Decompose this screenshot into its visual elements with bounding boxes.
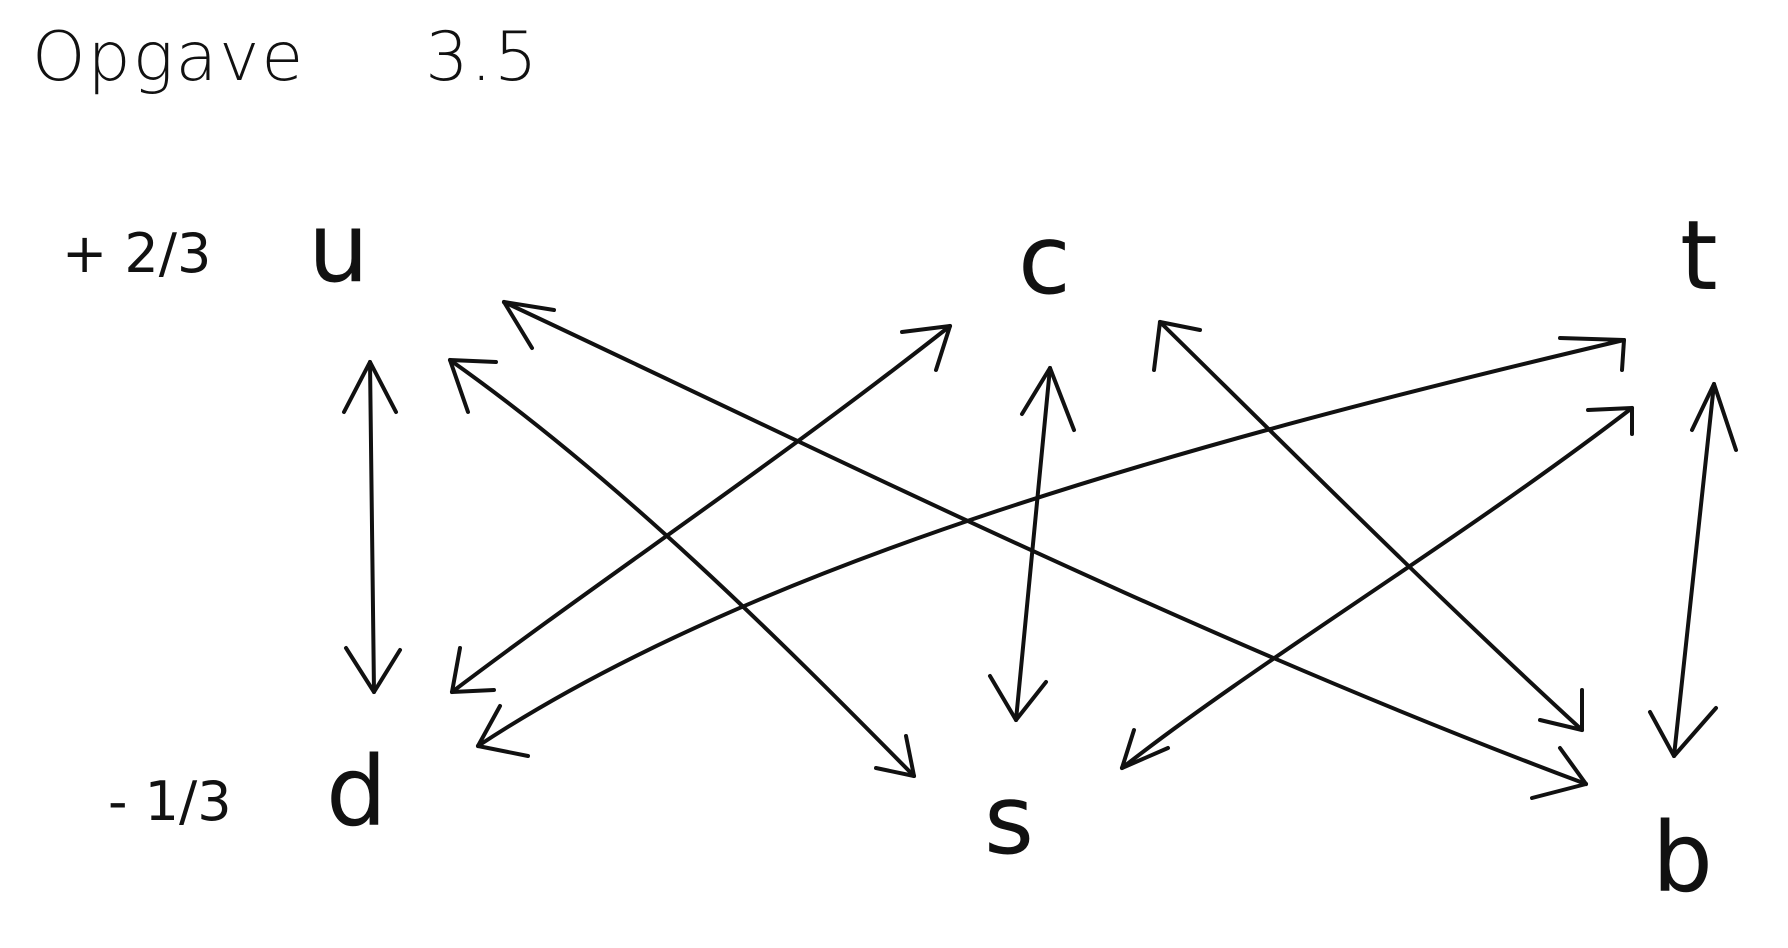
quark-t: t: [1680, 200, 1718, 312]
arrow-c-s: [988, 366, 1076, 722]
quark-b: b: [1652, 802, 1713, 914]
arrow-c-b: [1152, 320, 1584, 732]
arrow-c-d: [450, 324, 952, 694]
arrow-t-s: [1120, 406, 1634, 770]
exercise-heading: Opgave 3.5: [32, 18, 539, 97]
quark-c: c: [1018, 204, 1071, 316]
arrow-t-d: [476, 336, 1626, 758]
arrow-u-b: [502, 300, 1588, 800]
exercise-number: 3.5: [425, 18, 540, 97]
arrow-t-b: [1648, 382, 1738, 758]
charge-top: + 2/3: [62, 222, 212, 285]
arrow-u-d: [342, 360, 402, 694]
arrow-u-s: [448, 358, 916, 778]
quark-u: u: [308, 192, 369, 304]
quark-s: s: [984, 764, 1035, 876]
charge-bottom: - 1/3: [108, 770, 232, 833]
exercise-label: Opgave: [32, 18, 306, 97]
quark-d: d: [326, 736, 387, 848]
